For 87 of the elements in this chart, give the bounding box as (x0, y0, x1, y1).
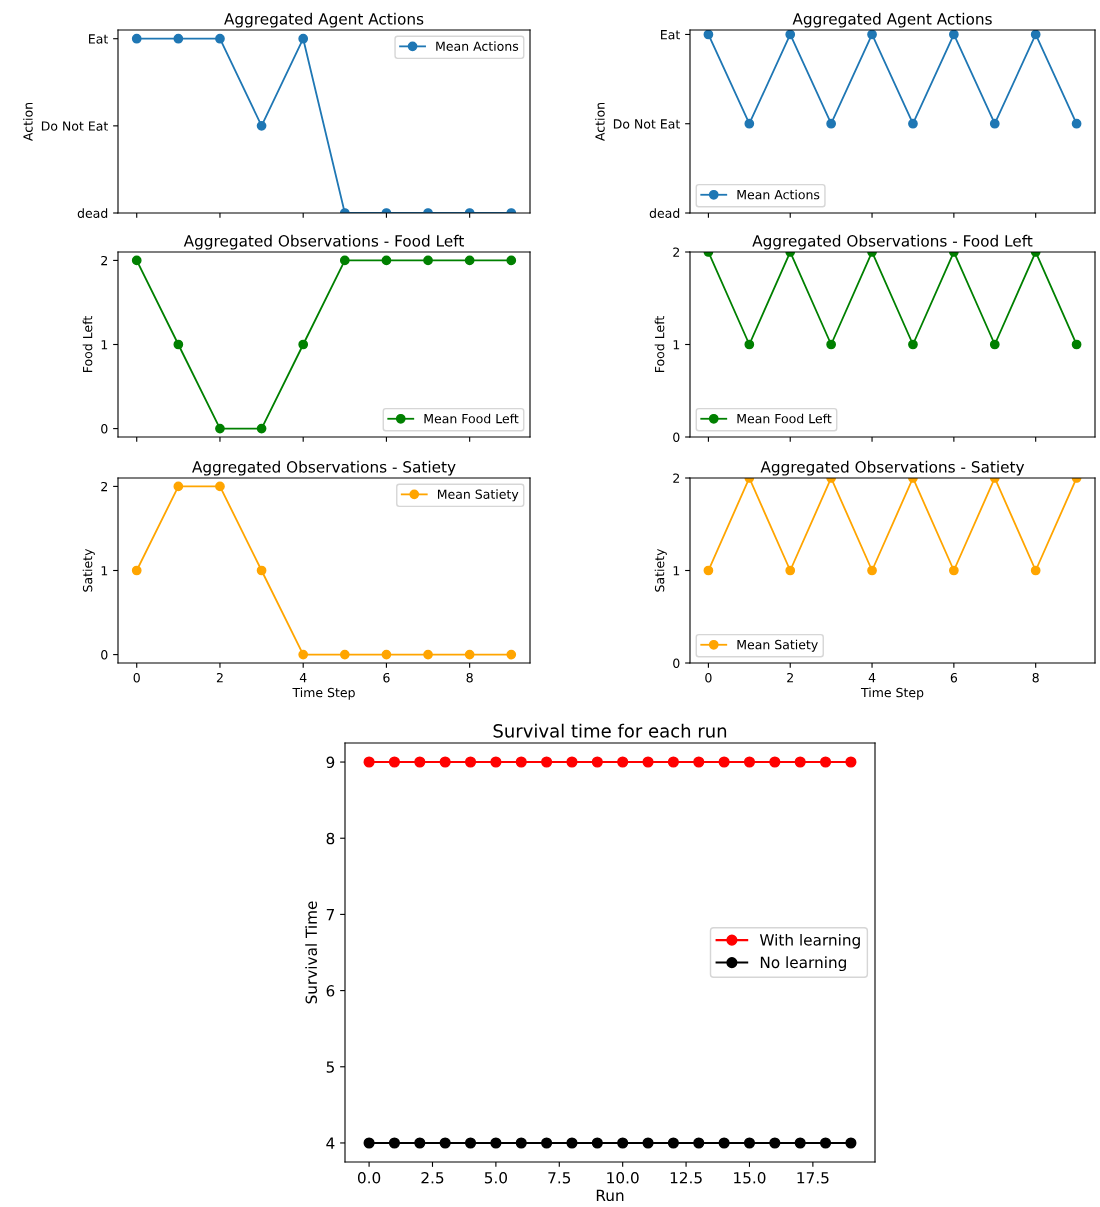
x-tick-label: 6 (383, 672, 390, 683)
x-tick-label: 5.0 (484, 1171, 508, 1184)
text: Do Not Eat (613, 119, 680, 129)
chart-title: Aggregated Observations - Food Left (183, 234, 464, 250)
y-tick-label: 2 (101, 255, 108, 266)
x-tick-label: 7.5 (548, 1172, 571, 1184)
y-tick-label: 9 (326, 756, 335, 769)
x-tick-label: 4 (868, 673, 876, 683)
y-tick-label: 1 (673, 566, 680, 576)
y-axis-title: Survival Time (305, 901, 318, 1004)
chart-title: Aggregated Agent Actions (792, 12, 992, 28)
x-tick-label: 6 (950, 672, 958, 683)
x-tick-label: 2.5 (421, 1171, 444, 1184)
x-axis-title: Run (596, 1189, 624, 1202)
x-tick-label: 15.0 (734, 1171, 766, 1184)
y-tick-label: 0 (101, 650, 108, 660)
point (256, 423, 267, 434)
point (381, 649, 392, 660)
y-tick-label: 6 (326, 985, 335, 997)
y-tick-label: 1 (101, 566, 108, 576)
point (131, 255, 142, 266)
text: Eat (661, 30, 680, 40)
point (298, 649, 309, 660)
chart-title: Aggregated Observations - Satiety (192, 460, 456, 476)
y-tick-label: 1 (673, 340, 680, 350)
point (215, 423, 225, 434)
y-tick-label: 0 (673, 658, 680, 668)
y-axis-title: Satiety (82, 548, 95, 592)
x-tick-label: 8 (466, 672, 473, 683)
x-tick-label: 2 (216, 672, 223, 683)
point (131, 565, 142, 576)
text: Do Not Eat (41, 121, 108, 131)
y-tick-label: 1 (101, 340, 108, 350)
chart-title: Aggregated Observations - Food Left (752, 234, 1033, 250)
point (464, 649, 475, 660)
point (506, 255, 517, 266)
point (464, 255, 475, 266)
legend-label: Mean Actions (737, 189, 820, 200)
y-tick-label: 4 (326, 1137, 335, 1149)
x-tick-label: 12.5 (670, 1171, 702, 1184)
chart-title: Aggregated Agent Actions (224, 12, 424, 28)
point (423, 255, 433, 266)
y-axis-title: Food Left (82, 316, 93, 372)
legend-label: With learning (759, 933, 860, 949)
point (173, 481, 184, 492)
x-tick-label: 4 (299, 673, 307, 683)
legend-label: No learning (760, 956, 846, 972)
y-tick-label: 8 (326, 832, 335, 845)
y-tick-label: 0 (101, 424, 108, 434)
y-tick-label: 2 (673, 247, 680, 257)
y-axis-title: Food Left (654, 316, 665, 372)
legend-label: Mean Food Left (424, 413, 519, 424)
y-tick-label: 2 (101, 481, 108, 492)
x-axis-title: Time Step (292, 687, 355, 700)
text: dead (649, 208, 680, 218)
x-tick-label: 0.0 (357, 1171, 381, 1184)
point (339, 255, 350, 266)
legend-label: Mean Satiety (737, 639, 818, 652)
point (298, 339, 309, 350)
x-tick-label: 10.0 (607, 1171, 639, 1184)
y-tick-label: 5 (326, 1061, 334, 1073)
point (256, 565, 267, 576)
point (506, 649, 517, 660)
y-tick-label: 2 (673, 473, 680, 483)
chart-title: Survival time for each run (493, 723, 727, 738)
point (423, 649, 433, 660)
y-axis-title: Action (595, 102, 605, 141)
x-tick-label: 8 (1032, 672, 1039, 683)
y-tick-label: 7 (326, 909, 334, 921)
legend-label: Mean Actions (436, 41, 519, 51)
x-tick-label: 2 (787, 672, 793, 683)
text: dead (77, 208, 108, 218)
legend-label: Mean Satiety (437, 489, 519, 502)
y-axis-title: Satiety (654, 548, 667, 592)
x-tick-label: 0 (133, 672, 140, 683)
x-tick-label: 17.5 (797, 1172, 829, 1184)
y-axis-title: Action (23, 102, 33, 141)
point (173, 339, 184, 350)
x-axis-title: Time Step (860, 687, 924, 700)
legend-label: Mean Food Left (737, 413, 832, 424)
text: Eat (89, 34, 108, 44)
point (215, 481, 225, 492)
chart-title: Aggregated Observations - Satiety (760, 460, 1025, 476)
point (381, 255, 392, 266)
x-tick-label: 0 (705, 672, 712, 683)
point (339, 649, 350, 660)
y-tick-label: 0 (673, 432, 680, 442)
